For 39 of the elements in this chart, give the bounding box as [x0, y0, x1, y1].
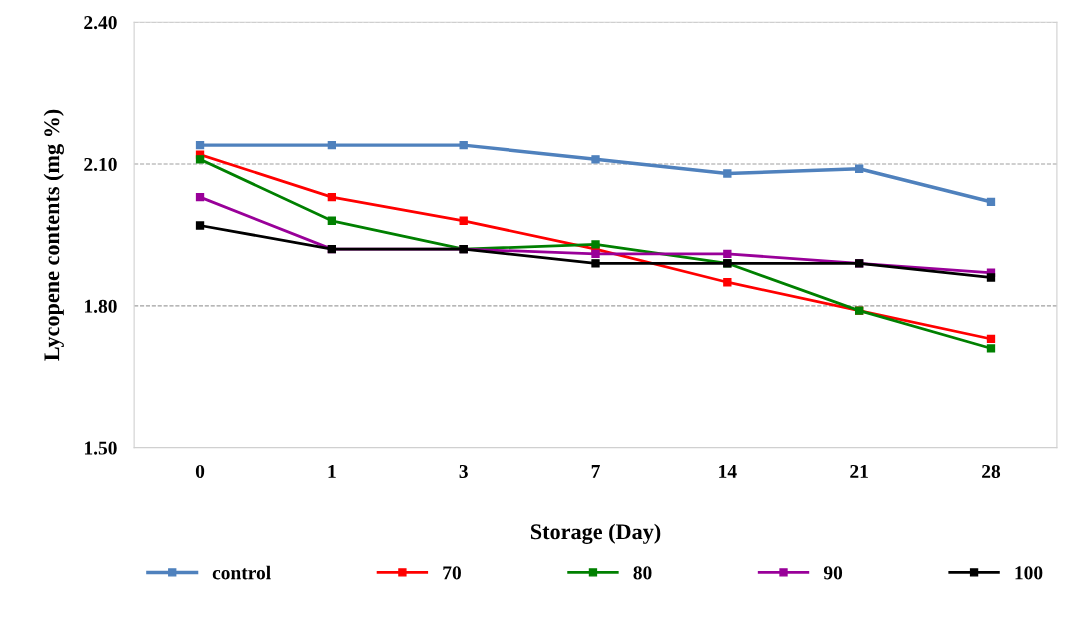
- x-tick-label: 0: [195, 464, 205, 479]
- point: [327, 140, 337, 150]
- x-tick-label: 7: [591, 465, 600, 478]
- legend-label: 90: [823, 566, 843, 580]
- point: [195, 221, 205, 230]
- point: [854, 164, 864, 173]
- point: [591, 259, 600, 268]
- legend-label: 80: [633, 566, 652, 580]
- point: [986, 197, 996, 207]
- point: [195, 192, 205, 202]
- y-tick-label: 2.40: [84, 16, 117, 30]
- point: [459, 140, 468, 150]
- point: [591, 155, 600, 164]
- legend-label: control: [212, 565, 271, 580]
- legend-label: 70: [443, 566, 461, 580]
- x-tick-label: 14: [719, 465, 737, 478]
- point: [723, 278, 732, 287]
- x-tick-label: 3: [459, 464, 468, 479]
- point: [723, 169, 732, 178]
- legend-label: 100: [1015, 566, 1043, 580]
- point: [591, 249, 600, 259]
- x-tick-label: 28: [982, 464, 1001, 479]
- x-tick-label: 1: [328, 465, 336, 478]
- point: [327, 216, 337, 225]
- point: [327, 192, 337, 202]
- y-tick-label: 1.80: [84, 299, 117, 313]
- point: [195, 140, 205, 150]
- point: [986, 273, 996, 282]
- point: [459, 216, 468, 225]
- point: [986, 334, 996, 344]
- point: [986, 344, 996, 353]
- y-tick-label: 2.10: [84, 157, 117, 172]
- y-axis-title: Lycopene contents (mg %): [43, 109, 64, 361]
- point: [195, 155, 205, 164]
- point: [591, 240, 600, 249]
- y-tick-label: 1.50: [84, 441, 117, 455]
- x-axis-title: Storage (Day): [530, 523, 661, 544]
- point: [723, 249, 732, 259]
- x-tick-label: 21: [850, 464, 868, 478]
